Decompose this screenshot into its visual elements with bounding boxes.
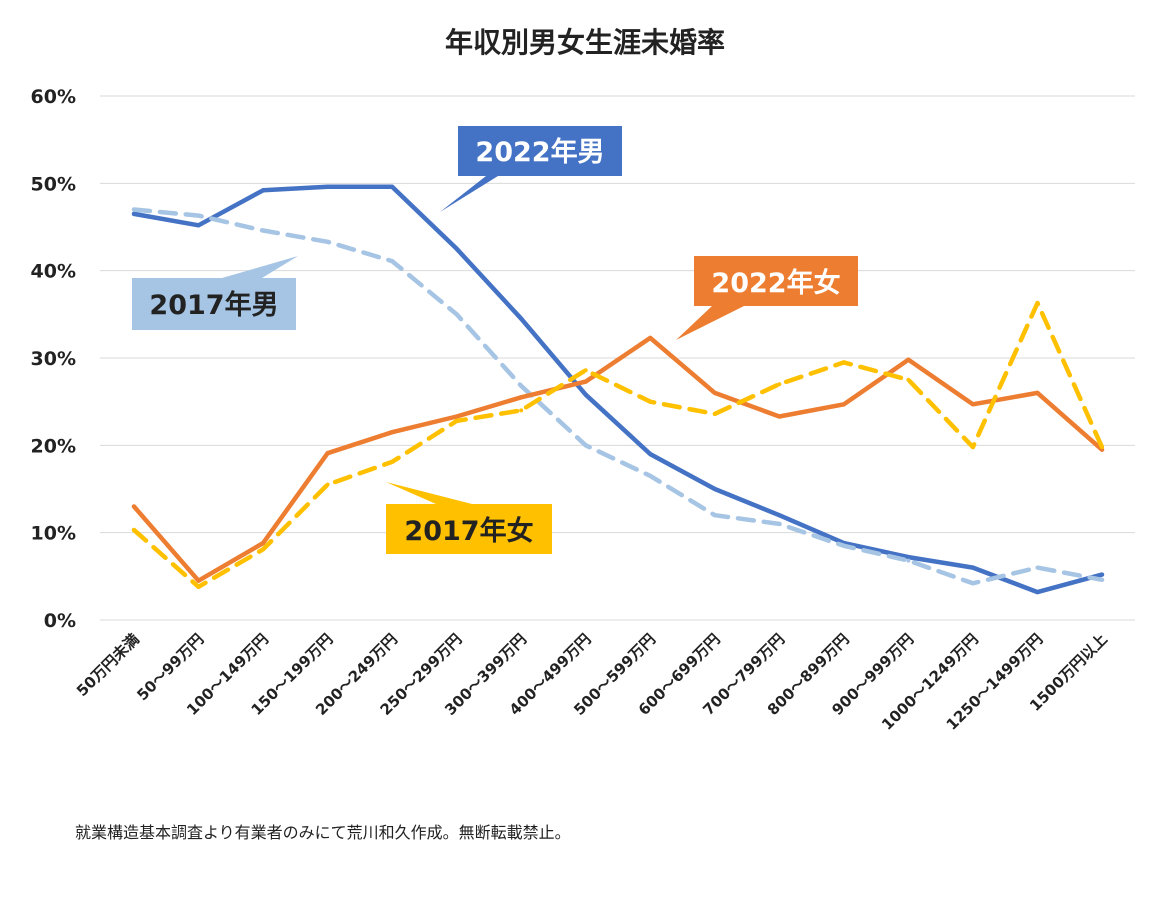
y-tick-label: 50% — [31, 173, 76, 195]
callout-female-2017-box — [386, 482, 552, 554]
data-point — [841, 360, 846, 365]
data-point — [648, 399, 653, 404]
series-group — [131, 335, 1105, 583]
data-point — [712, 487, 717, 491]
data-point — [841, 543, 846, 548]
callout-female-2022-box — [676, 256, 858, 340]
data-point — [454, 246, 459, 251]
data-point — [583, 392, 588, 397]
data-point — [519, 316, 524, 321]
data-point — [1035, 390, 1040, 395]
data-point — [196, 578, 201, 583]
data-point — [777, 382, 782, 387]
callout-male-2017-box — [132, 256, 298, 330]
data-point — [390, 459, 395, 464]
data-point — [648, 473, 653, 478]
data-point — [906, 555, 911, 560]
data-point — [1035, 300, 1040, 305]
data-point — [777, 414, 782, 419]
y-tick-label: 20% — [31, 435, 76, 457]
x-tick-label: 50万円未満 — [73, 630, 143, 700]
series-line — [131, 335, 1105, 583]
data-point — [841, 402, 846, 407]
series-group — [131, 300, 1105, 590]
y-tick-label: 40% — [31, 261, 76, 283]
series-line — [131, 207, 1105, 586]
data-point — [454, 312, 459, 317]
data-point — [906, 377, 911, 382]
data-point — [1100, 577, 1104, 582]
data-point — [390, 184, 395, 189]
y-tick-label: 60% — [31, 86, 76, 108]
callout-male-2022-label: 2022年男 — [475, 136, 604, 168]
data-point — [132, 211, 136, 216]
data-point — [132, 504, 136, 509]
data-point — [970, 402, 975, 407]
data-point — [970, 581, 975, 586]
data-point — [970, 565, 975, 570]
data-point — [519, 408, 524, 413]
callout-female-2022: 2022年女 — [676, 256, 858, 340]
callout-male-2017-label: 2017年男 — [149, 289, 278, 321]
data-point — [648, 335, 653, 340]
data-point — [132, 207, 136, 212]
data-point — [261, 188, 266, 193]
data-point — [519, 383, 524, 388]
data-point — [261, 228, 266, 233]
chart-title: 年収別男女生涯未婚率 — [445, 26, 725, 59]
series-line — [131, 184, 1105, 595]
data-point — [906, 357, 911, 362]
data-point — [325, 451, 330, 456]
data-point — [1035, 590, 1040, 595]
series-line — [131, 300, 1105, 590]
y-tick-label: 10% — [31, 523, 76, 545]
data-point — [196, 213, 201, 218]
data-point — [648, 452, 653, 457]
data-point — [454, 418, 459, 423]
callout-female-2022-label: 2022年女 — [711, 267, 840, 299]
data-point — [583, 379, 588, 384]
data-point — [777, 513, 782, 518]
data-point — [454, 414, 459, 419]
data-point — [196, 223, 201, 228]
data-point — [970, 445, 975, 450]
data-point — [583, 443, 588, 448]
data-point — [1035, 565, 1040, 570]
data-point — [390, 259, 395, 264]
footnote: 就業構造基本調査より有業者のみにて荒川和久作成。無断転載禁止。 — [75, 823, 571, 842]
data-point — [261, 541, 266, 546]
data-point — [712, 390, 717, 395]
y-tick-label: 30% — [31, 348, 76, 370]
series-group — [131, 207, 1105, 586]
data-point — [325, 184, 330, 189]
data-point — [325, 239, 330, 244]
data-point — [132, 528, 136, 533]
data-point — [777, 521, 782, 526]
data-point — [390, 430, 395, 435]
data-point — [1100, 572, 1104, 577]
data-point — [712, 513, 717, 518]
y-tick-label: 0% — [44, 610, 76, 632]
data-point — [583, 368, 588, 373]
callout-male-2017: 2017年男 — [132, 256, 298, 330]
callout-female-2017-label: 2017年女 — [404, 515, 533, 547]
callout-female-2017: 2017年女 — [386, 482, 552, 554]
data-point — [261, 547, 266, 552]
callout-male-2022-box — [440, 126, 622, 212]
data-point — [906, 558, 911, 563]
data-point — [196, 584, 201, 589]
data-point — [519, 395, 524, 400]
data-point — [325, 482, 330, 487]
data-point — [1100, 445, 1104, 450]
data-point — [712, 411, 717, 416]
callout-male-2022: 2022年男 — [440, 126, 622, 212]
